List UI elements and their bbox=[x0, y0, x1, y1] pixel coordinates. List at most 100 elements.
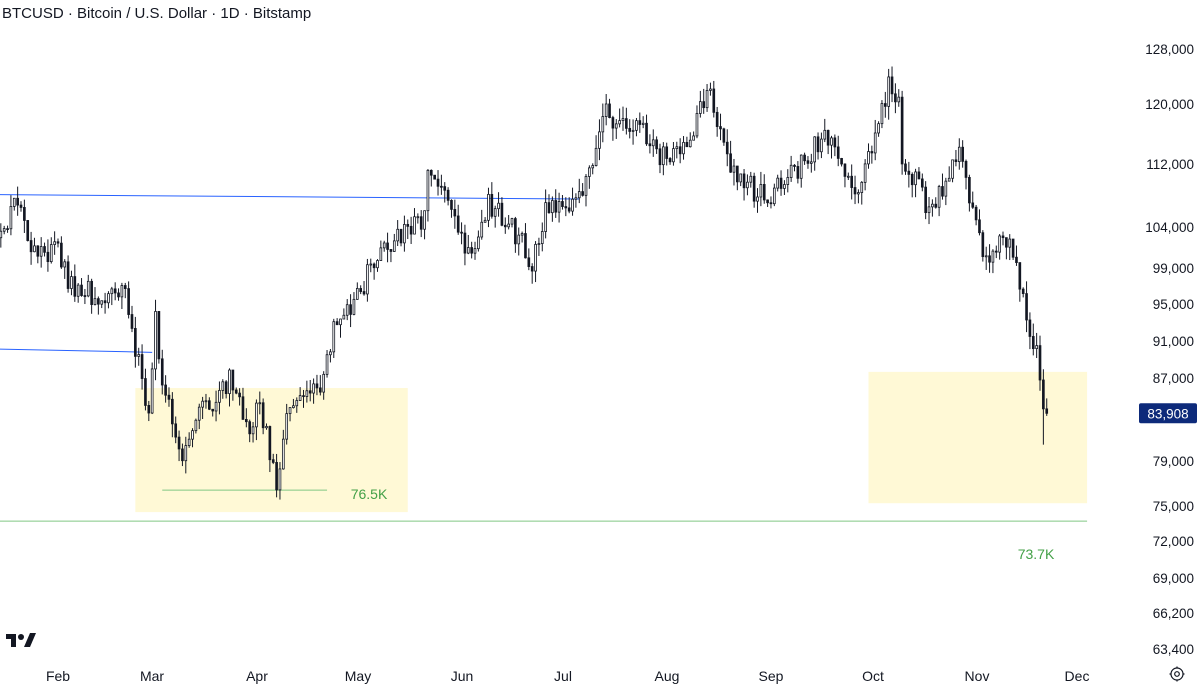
candle bbox=[685, 136, 689, 148]
candle-body-down bbox=[715, 111, 719, 127]
candle-body-up bbox=[137, 354, 141, 357]
level-label: 73.7K bbox=[1018, 546, 1055, 562]
candle bbox=[984, 246, 988, 270]
candle bbox=[409, 216, 413, 244]
y-tick-label: 91,000 bbox=[1153, 334, 1194, 349]
candle bbox=[117, 288, 120, 301]
candle-body-down bbox=[907, 170, 911, 175]
candle bbox=[577, 178, 581, 204]
candle bbox=[271, 453, 275, 465]
candle bbox=[752, 172, 756, 208]
candle bbox=[396, 220, 399, 247]
candle-body-down bbox=[453, 208, 457, 217]
candle bbox=[742, 168, 746, 201]
candle-body-down bbox=[968, 177, 971, 204]
candle bbox=[43, 242, 46, 257]
candle-body-up bbox=[154, 311, 157, 370]
candle-body-up bbox=[823, 129, 827, 140]
candle bbox=[184, 436, 188, 474]
y-tick-label: 128,000 bbox=[1145, 42, 1194, 57]
candle-body-down bbox=[171, 398, 174, 425]
candle bbox=[208, 397, 211, 411]
candle bbox=[850, 164, 854, 200]
candle-body-down bbox=[974, 206, 978, 221]
candle bbox=[514, 216, 517, 253]
candle-body-up bbox=[366, 264, 369, 295]
candle-body-down bbox=[806, 160, 810, 164]
candle-body-up bbox=[379, 247, 383, 261]
candle-body-down bbox=[1042, 379, 1045, 410]
candle-body-up bbox=[218, 390, 221, 403]
candle-body-up bbox=[510, 218, 514, 225]
candle-body-up bbox=[342, 314, 346, 320]
candle bbox=[705, 84, 709, 112]
candle bbox=[97, 296, 100, 315]
candle bbox=[863, 159, 867, 191]
candle-body-down bbox=[450, 199, 453, 210]
tradingview-logo-icon[interactable] bbox=[4, 628, 38, 650]
candle bbox=[107, 291, 110, 309]
candle-body-down bbox=[362, 291, 366, 295]
candle-body-down bbox=[73, 276, 77, 297]
candle bbox=[460, 222, 463, 245]
candle-body-down bbox=[1021, 288, 1025, 294]
candle-body-down bbox=[843, 163, 847, 177]
candle bbox=[265, 423, 268, 430]
candle bbox=[1011, 238, 1015, 260]
candle bbox=[1018, 262, 1022, 302]
candle-body-up bbox=[927, 206, 931, 214]
candle bbox=[46, 239, 50, 272]
candle bbox=[968, 174, 971, 212]
candle-body-down bbox=[981, 232, 985, 258]
candle-body-down bbox=[1038, 345, 1042, 381]
candle-body-up bbox=[577, 191, 581, 199]
candle-body-down bbox=[372, 263, 376, 269]
candle-body-up bbox=[53, 241, 56, 245]
candle-body-up bbox=[298, 395, 302, 401]
candle bbox=[372, 262, 376, 280]
candle-body-down bbox=[920, 178, 924, 188]
candle-body-down bbox=[554, 200, 558, 213]
candle-body-up bbox=[520, 233, 524, 236]
candle-body-down bbox=[43, 246, 46, 253]
settings-gear-icon[interactable] bbox=[1168, 665, 1186, 683]
candle-body-up bbox=[789, 164, 793, 178]
time-axis[interactable]: Feb Mar Apr May Jun Jul Aug Sep Oct Nov Dec bbox=[46, 668, 1090, 684]
candle-body-down bbox=[722, 128, 726, 143]
candle bbox=[699, 90, 702, 118]
candle bbox=[490, 182, 494, 219]
candle bbox=[130, 305, 134, 333]
candle bbox=[820, 132, 823, 159]
candle-body-down bbox=[56, 241, 60, 244]
candle-body-up bbox=[204, 400, 208, 403]
candle-body-down bbox=[752, 175, 756, 202]
candle-body-up bbox=[877, 123, 880, 134]
candle bbox=[194, 418, 198, 434]
candle bbox=[857, 189, 860, 204]
y-tick-label: 79,000 bbox=[1153, 454, 1194, 469]
candle-body-down bbox=[816, 136, 820, 153]
candle-body-down bbox=[440, 185, 443, 188]
candle bbox=[924, 181, 927, 220]
candle-body-down bbox=[308, 390, 312, 394]
candle bbox=[1001, 231, 1005, 246]
candle-body-down bbox=[174, 423, 178, 438]
candle-body-down bbox=[910, 173, 914, 186]
candle-body-up bbox=[544, 202, 547, 232]
candle-body-down bbox=[318, 387, 322, 393]
candle bbox=[29, 231, 33, 265]
candle bbox=[621, 106, 625, 131]
candle-body-down bbox=[1015, 256, 1018, 263]
price-axis[interactable]: 63,400 66,200 69,000 72,000 75,000 79,000 87,0… bbox=[1145, 42, 1194, 657]
candle-body-down bbox=[917, 171, 921, 180]
candle bbox=[352, 292, 356, 316]
candle bbox=[73, 264, 77, 302]
candle-body-down bbox=[80, 284, 83, 296]
candle bbox=[339, 318, 342, 338]
candle-body-up bbox=[799, 154, 803, 179]
candle bbox=[931, 199, 934, 217]
candle bbox=[154, 299, 157, 381]
candle-body-up bbox=[1008, 238, 1012, 248]
